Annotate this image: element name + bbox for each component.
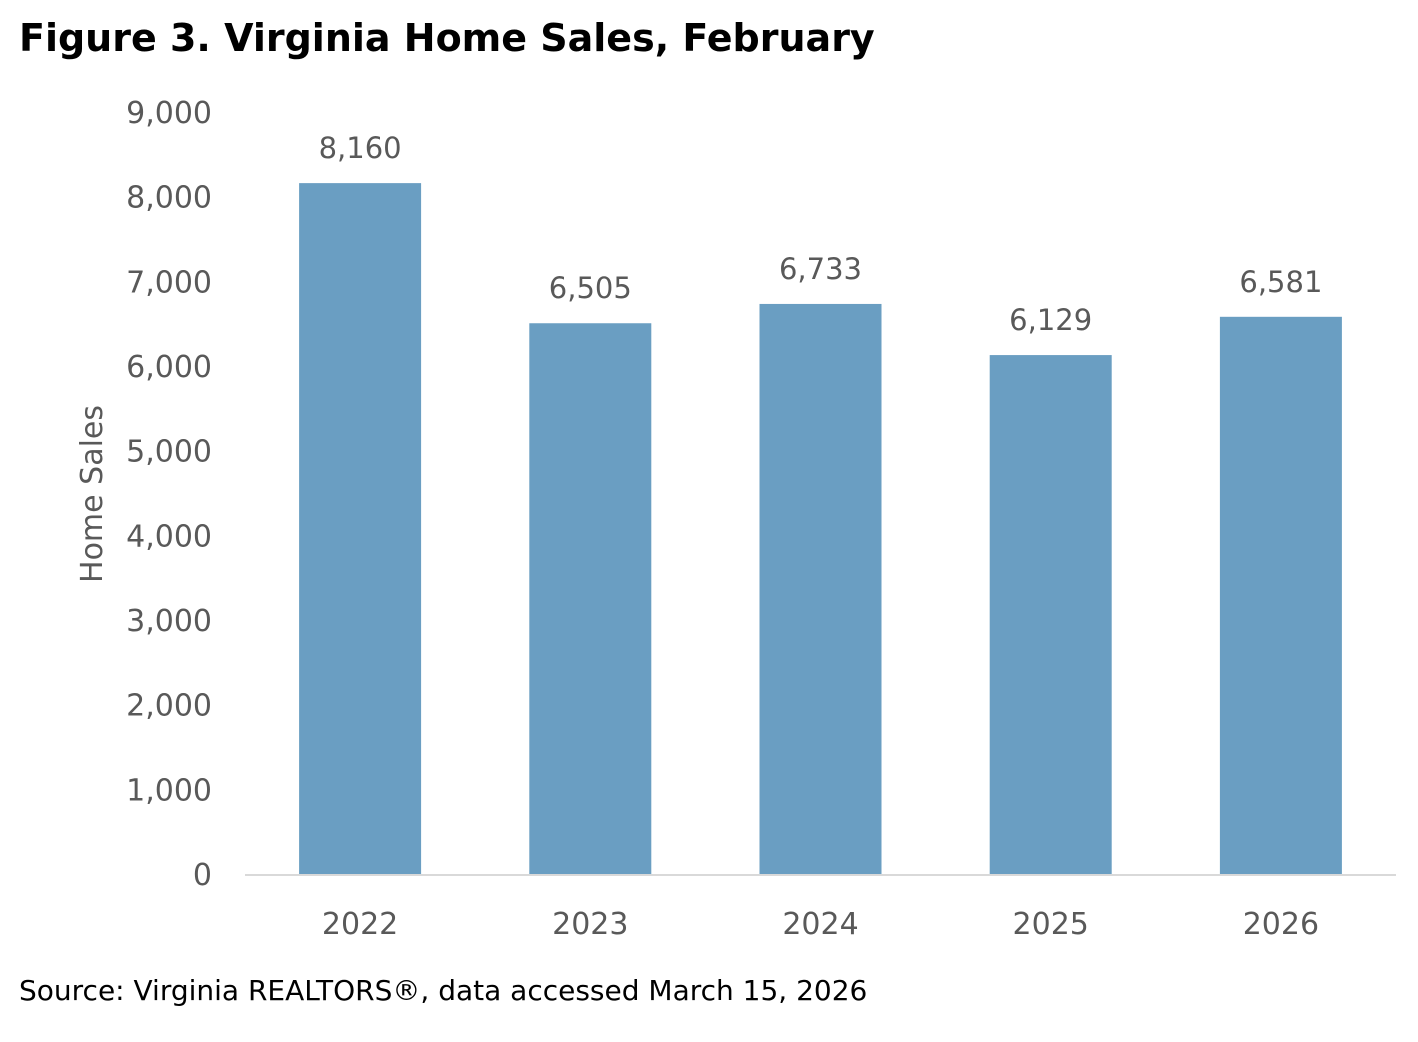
x-axis-labels: 2022 2023 2024 2025 2026 bbox=[322, 907, 1319, 942]
y-tick-label: 2,000 bbox=[126, 689, 212, 724]
data-label-2023: 6,505 bbox=[549, 271, 632, 305]
x-tick-label-2026: 2026 bbox=[1243, 907, 1319, 942]
figure-title: Figure 3. Virginia Home Sales, February bbox=[19, 16, 875, 60]
y-tick-label: 5,000 bbox=[126, 435, 212, 470]
y-tick-label: 7,000 bbox=[126, 265, 212, 300]
bar-2024 bbox=[759, 303, 882, 874]
y-tick-label: 4,000 bbox=[126, 519, 212, 554]
bar-2023 bbox=[529, 323, 652, 874]
x-tick-label-2025: 2025 bbox=[1013, 907, 1089, 942]
y-tick-label: 3,000 bbox=[126, 604, 212, 639]
y-tick-label: 1,000 bbox=[126, 773, 212, 808]
y-tick-label: 0 bbox=[193, 858, 212, 893]
data-labels: 8,160 6,505 6,733 6,129 6,581 bbox=[319, 131, 1323, 337]
x-tick-label-2022: 2022 bbox=[322, 907, 398, 942]
bar-2025 bbox=[989, 355, 1112, 874]
bar-2022 bbox=[299, 183, 422, 874]
y-tick-label: 6,000 bbox=[126, 350, 212, 385]
data-label-2025: 6,129 bbox=[1009, 303, 1092, 337]
y-axis-ticks: 0 1,000 2,000 3,000 4,000 5,000 6,000 7,000 8,00… bbox=[126, 96, 212, 893]
y-tick-label: 8,000 bbox=[126, 181, 212, 216]
data-label-2024: 6,733 bbox=[779, 252, 862, 286]
data-label-2022: 8,160 bbox=[319, 131, 402, 165]
y-tick-label: 9,000 bbox=[126, 96, 212, 131]
data-label-2026: 6,581 bbox=[1239, 265, 1322, 299]
bars bbox=[299, 183, 1342, 874]
source-note: Source: Virginia REALTORS®, data accesse… bbox=[19, 974, 868, 1007]
bar-2026 bbox=[1219, 316, 1342, 874]
x-tick-label-2024: 2024 bbox=[782, 907, 858, 942]
y-axis-label: Home Sales bbox=[75, 405, 110, 583]
x-tick-label-2023: 2023 bbox=[552, 907, 628, 942]
